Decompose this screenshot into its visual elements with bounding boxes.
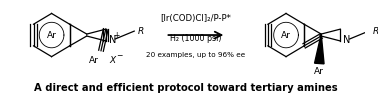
Text: A direct and efficient protocol toward tertiary amines: A direct and efficient protocol toward t…: [34, 83, 337, 93]
Text: Ar: Ar: [46, 31, 57, 40]
Text: Ar: Ar: [314, 67, 324, 76]
Text: R: R: [138, 27, 144, 36]
Text: H₂ (1000 psi): H₂ (1000 psi): [170, 34, 222, 44]
Text: −: −: [116, 51, 122, 60]
Text: [Ir(COD)Cl]₂/P-P*: [Ir(COD)Cl]₂/P-P*: [160, 14, 231, 23]
Polygon shape: [314, 34, 324, 64]
Text: 20 examples, up to 96% ee: 20 examples, up to 96% ee: [146, 52, 245, 58]
Text: X: X: [109, 56, 115, 65]
Text: N: N: [108, 35, 116, 45]
Text: R: R: [372, 27, 378, 36]
Text: +: +: [113, 31, 119, 40]
Text: Ar: Ar: [88, 56, 98, 65]
Text: Ar: Ar: [281, 31, 291, 40]
Text: •: •: [318, 32, 323, 41]
Text: N: N: [343, 35, 350, 45]
